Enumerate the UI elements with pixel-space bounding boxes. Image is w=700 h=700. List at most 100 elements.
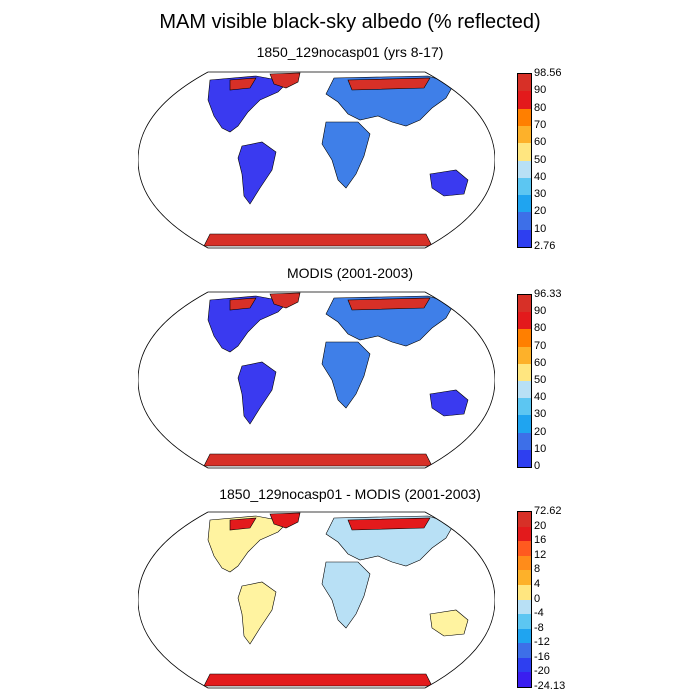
colorbar-tick-label: -24.13: [534, 680, 566, 692]
colorbar-segment: [518, 125, 531, 144]
colorbar-obs: [517, 294, 532, 468]
colorbar-segment: [518, 74, 531, 92]
colorbar-tick-label: -4: [534, 607, 544, 620]
colorbar-tick-label: 98.56: [534, 67, 562, 79]
colorbar-tick-label: 10: [534, 222, 547, 235]
colorbar-segment: [518, 449, 531, 468]
map-outline: [138, 291, 495, 469]
colorbar-tick-label: -12: [534, 636, 550, 649]
colorbar-segment: [518, 312, 531, 330]
colorbar-tick-label: 60: [534, 136, 547, 149]
colorbar-tick-label: 10: [534, 442, 547, 455]
colorbar-tick-label: -20: [534, 665, 550, 678]
colorbar-tick-label: -16: [534, 650, 550, 663]
colorbar-tick-label: 20: [534, 425, 547, 438]
colorbar-tick-label: 70: [534, 339, 547, 352]
colorbar-segment: [518, 584, 531, 600]
colorbar-tick-label: 90: [534, 84, 547, 97]
colorbar-segment: [518, 177, 531, 196]
colorbar-tick-label: 80: [534, 322, 547, 335]
colorbar-tick-label: 4: [534, 577, 541, 590]
colorbar-segment: [518, 628, 531, 644]
colorbar-segment: [518, 363, 531, 382]
colorbar-tick-label: 40: [534, 391, 547, 404]
colorbar-tick-label: 16: [534, 534, 547, 547]
colorbar-tick-label: 60: [534, 356, 547, 369]
colorbar-tick-label: 80: [534, 101, 547, 114]
colorbar-segment: [518, 432, 531, 451]
colorbar-segment: [518, 555, 531, 571]
colorbar-segment: [518, 512, 531, 528]
landmass-shape: [347, 517, 431, 531]
figure-title: MAM visible black-sky albedo (% reflecte…: [159, 11, 541, 33]
map-outline: [138, 511, 495, 689]
colorbar-segment: [518, 614, 531, 630]
map-svg: [138, 511, 495, 689]
landmass-shape: [321, 341, 371, 409]
map-svg: [138, 291, 495, 469]
map-model: [138, 70, 495, 250]
colorbar-segment: [518, 381, 531, 399]
colorbar-segment: [518, 195, 531, 213]
landmass-shape: [429, 389, 469, 417]
map-outline: [138, 71, 495, 249]
colorbar-tick-label: 50: [534, 374, 547, 386]
landmass-shape: [429, 169, 469, 197]
landmass-shape: [347, 297, 431, 311]
colorbar-segment: [518, 91, 531, 110]
colorbar-tick-label: 0: [534, 460, 541, 472]
landmass-shape: [237, 581, 277, 645]
landmass-shape: [229, 517, 257, 531]
colorbar-tick-label: 20: [534, 205, 547, 218]
landmass-shape: [229, 77, 257, 91]
colorbar-segment: [518, 143, 531, 161]
landmass-shape: [203, 233, 433, 247]
colorbar-tick-label: 0: [534, 592, 541, 605]
colorbar-segment: [518, 160, 531, 179]
colorbar-model: [517, 73, 532, 248]
landmass-shape: [203, 673, 433, 687]
colorbar-segment: [518, 212, 531, 231]
colorbar-tick-label: 72.62: [534, 505, 562, 517]
colorbar-tick-label: 2.76: [534, 240, 556, 252]
colorbar-segment: [518, 541, 531, 557]
colorbar-tick-label: 8: [534, 563, 541, 576]
colorbar-segment: [518, 599, 531, 615]
colorbar-tick-label: 50: [534, 153, 547, 166]
map-obs: [138, 290, 495, 470]
colorbar-tick-label: -8: [534, 621, 544, 634]
landmass-shape: [237, 141, 277, 205]
landmass-shape: [269, 292, 301, 309]
panel-title-model: 1850_129nocasp01 (yrs 8-17): [256, 44, 444, 60]
colorbar-tick-label: 30: [534, 408, 547, 421]
landmass-shape: [347, 77, 431, 91]
colorbar-segment: [518, 346, 531, 365]
landmass-shape: [269, 72, 301, 89]
colorbar-tick-label: 12: [534, 548, 547, 561]
landmass-shape: [237, 361, 277, 425]
map-diff: [138, 510, 495, 690]
colorbar-labels-diff: 72.62 20 16 12 8 4 0 -4 -8 -12 -16 -20 -24.13: [534, 505, 594, 692]
colorbar-segment: [518, 329, 531, 348]
colorbar-segment: [518, 229, 531, 248]
colorbar-segment: [518, 526, 531, 542]
colorbar-segment: [518, 643, 531, 659]
colorbar-segment: [518, 415, 531, 434]
colorbar-segment: [518, 398, 531, 416]
colorbar-labels-obs: 96.33 90 80 70 60 50 40 30 20 10 0: [534, 288, 594, 472]
colorbar-tick-label: 96.33: [534, 288, 562, 300]
colorbar-tick-label: 20: [534, 519, 547, 532]
colorbar-labels-model: 98.56 90 80 70 60 50 40 30 20 10 2.76: [534, 67, 594, 252]
colorbar-segment: [518, 672, 531, 688]
colorbar-tick-label: 70: [534, 118, 547, 131]
colorbar-segment: [518, 657, 531, 673]
panel-title-obs: MODIS (2001-2003): [286, 265, 414, 281]
landmass-shape: [269, 512, 301, 529]
panel-title-diff: 1850_129nocasp01 - MODIS (2001-2003): [219, 486, 481, 502]
landmass-shape: [321, 561, 371, 629]
colorbar-tick-label: 40: [534, 170, 547, 183]
colorbar-segment: [518, 108, 531, 127]
landmass-shape: [203, 453, 433, 467]
landmass-shape: [229, 297, 257, 311]
colorbar-diff: [517, 511, 532, 688]
